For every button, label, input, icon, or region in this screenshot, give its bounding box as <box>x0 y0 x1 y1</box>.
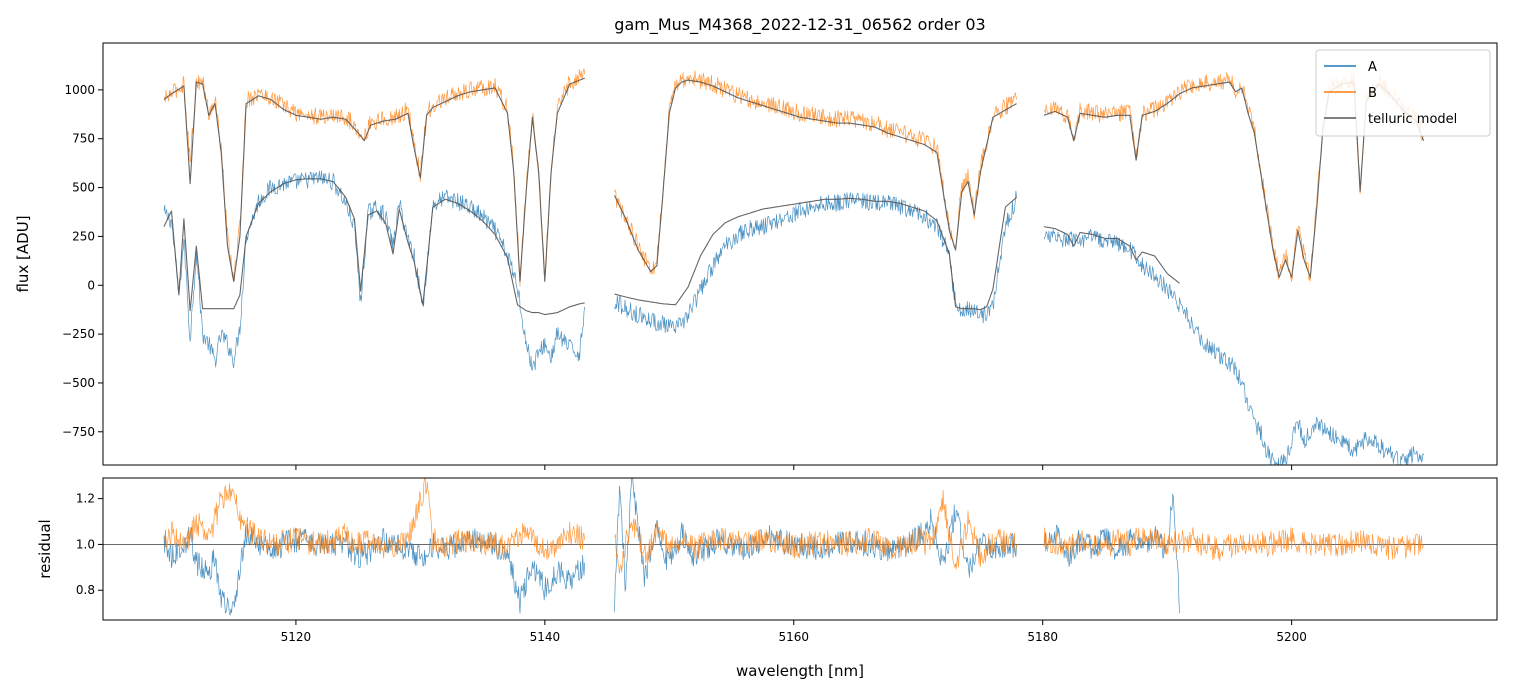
flux-panel: −750 −500 −250 0 250 500 750 1000 flux [ADU] AB… <box>14 42 1498 470</box>
series-b-line <box>163 68 1424 287</box>
series-telluric-model-line <box>163 77 1425 282</box>
flux-x-ticks <box>295 465 1293 470</box>
flux-y-axis: −750 −500 −250 0 250 500 750 1000 <box>62 83 103 439</box>
y-tick-label: 1.2 <box>76 492 95 506</box>
x-axis-label: wavelength [nm] <box>736 662 864 680</box>
y-tick-label: 1000 <box>64 83 95 97</box>
residual-y-axis-label: residual <box>36 519 54 578</box>
y-tick-label: 250 <box>72 229 95 243</box>
residual-x-axis: 5120 5140 5160 5180 5200 <box>281 620 1307 644</box>
chart-title: gam_Mus_M4368_2022-12-31_06562 order 03 <box>614 15 985 35</box>
residual-panel: 0.8 1.0 1.2 5120 5140 5160 5180 5200 residual <box>36 477 1498 644</box>
residual-y-axis: 0.8 1.0 1.2 <box>76 492 103 597</box>
y-tick-label: −250 <box>62 327 95 341</box>
residual-series-group <box>163 478 1424 616</box>
series-b-line <box>163 478 1424 574</box>
x-tick-label: 5180 <box>1027 630 1058 644</box>
y-tick-label: 0 <box>87 278 95 292</box>
x-tick-label: 5160 <box>779 630 810 644</box>
legend-label: A <box>1368 60 1377 75</box>
series-telluric-model-line <box>163 178 1180 316</box>
y-tick-label: −750 <box>62 425 95 439</box>
y-tick-label: −500 <box>62 376 95 390</box>
x-tick-label: 5140 <box>530 630 561 644</box>
residual-panel-frame <box>102 477 1498 621</box>
y-tick-label: 1.0 <box>76 537 95 551</box>
flux-panel-frame <box>102 42 1498 466</box>
flux-y-axis-label: flux [ADU] <box>14 215 32 292</box>
legend-label: B <box>1368 86 1377 101</box>
legend-label: telluric model <box>1368 112 1457 127</box>
x-tick-label: 5120 <box>281 630 312 644</box>
legend-box <box>1315 49 1491 137</box>
y-tick-label: 500 <box>72 181 95 195</box>
y-tick-label: 0.8 <box>76 583 95 597</box>
y-tick-label: 750 <box>72 132 95 146</box>
x-tick-label: 5200 <box>1276 630 1307 644</box>
flux-series-group <box>163 68 1425 465</box>
